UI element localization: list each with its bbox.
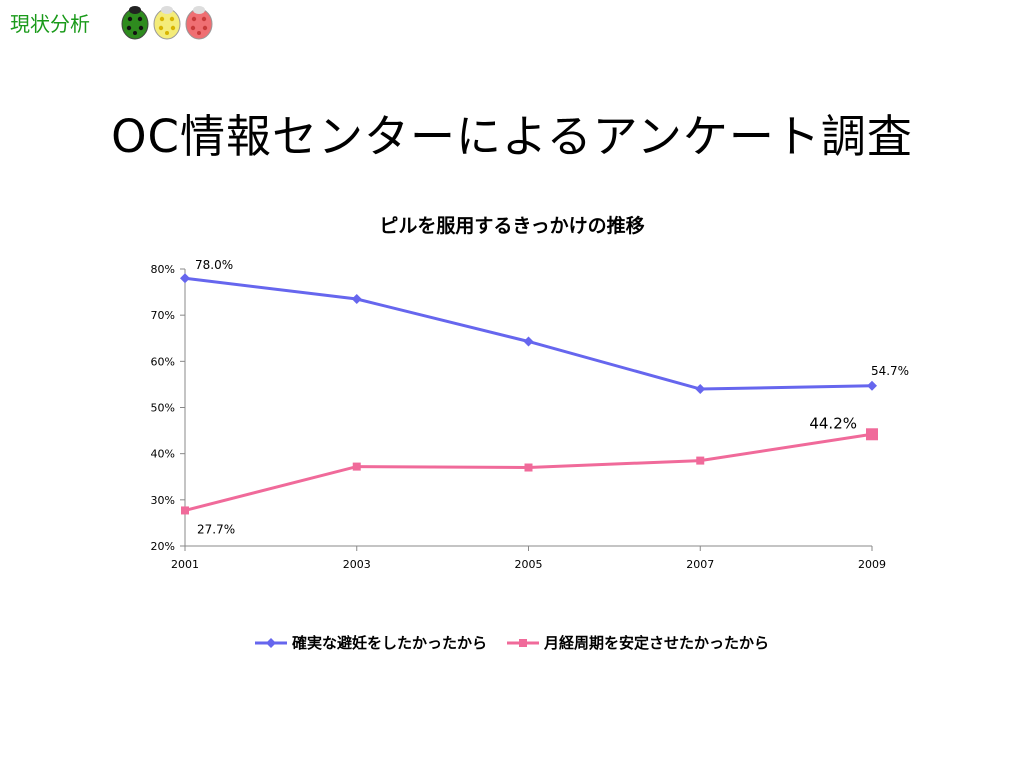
data-point-square: [696, 456, 705, 465]
data-point-diamond: [523, 336, 534, 347]
corner-label: 現状分析: [10, 12, 90, 36]
ladybug-green-icon: [121, 6, 149, 40]
y-tick-label: 20%: [151, 540, 175, 553]
data-point-diamond: [695, 384, 706, 395]
data-point-diamond: [867, 380, 877, 391]
y-tick-label: 30%: [151, 494, 175, 507]
data-point-diamond: [351, 294, 362, 305]
data-point-square: [524, 463, 533, 472]
chart-title: ピルを服用するきっかけの推移: [379, 215, 645, 237]
legend-label-contraception: 確実な避妊をしたかったから: [291, 634, 487, 652]
y-tick-label: 60%: [151, 355, 175, 368]
x-tick-label: 2003: [343, 558, 371, 571]
y-tick-label: 50%: [151, 402, 175, 415]
ladybug-yellow-icon: [153, 6, 181, 40]
series-line-1: [184, 432, 873, 512]
x-tick-label: 2007: [686, 558, 714, 571]
legend-item-contraception: 確実な避妊をしたかったから: [254, 632, 487, 653]
ladybug-red-icon: [185, 6, 213, 40]
legend-item-cycle: 月経周期を安定させたかったから: [507, 632, 769, 653]
data-label: 27.7%: [197, 522, 235, 536]
data-point-square: [181, 506, 189, 515]
chart-legend: 確実な避妊をしたかったから 月経周期を安定させたかったから: [0, 632, 1024, 653]
legend-label-cycle: 月経周期を安定させたかったから: [544, 634, 770, 652]
series-line-0: [184, 276, 873, 391]
y-tick-label: 40%: [151, 448, 175, 461]
y-tick-label: 80%: [151, 263, 175, 276]
data-label: 44.2%: [809, 414, 857, 432]
x-tick-label: 2009: [858, 558, 886, 571]
y-tick-label: 70%: [151, 309, 175, 322]
x-tick-label: 2005: [515, 558, 543, 571]
data-point-diamond: [180, 273, 190, 284]
data-label: 54.7%: [871, 364, 909, 378]
legend-marker-diamond: [254, 637, 287, 648]
x-tick-label: 2001: [171, 558, 199, 571]
legend-marker-square: [507, 638, 539, 647]
data-label: 78.0%: [195, 258, 233, 272]
ladybug-icons: [121, 6, 213, 40]
data-point-square: [866, 428, 878, 441]
slide-title: OC情報センターによるアンケート調査: [111, 110, 913, 163]
data-point-square: [352, 462, 361, 471]
